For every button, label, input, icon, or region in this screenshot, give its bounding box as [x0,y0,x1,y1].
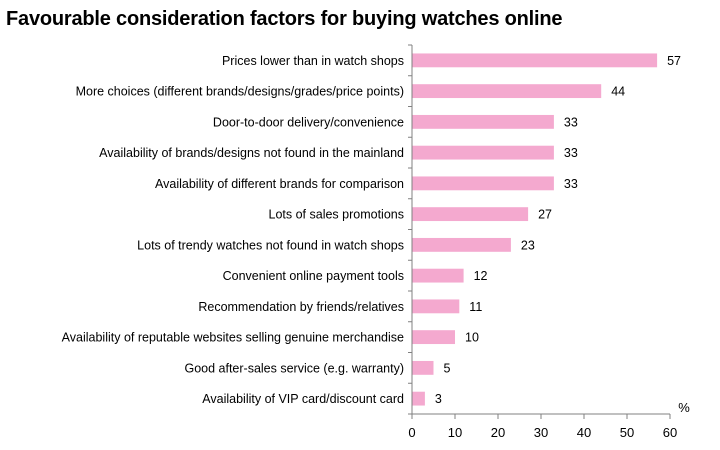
x-tick-label: 60 [663,425,677,440]
x-axis-unit-label: % [678,400,690,415]
x-tick-label: 0 [408,425,415,440]
category-label: Prices lower than in watch shops [222,54,404,68]
value-label: 10 [465,331,479,345]
value-label: 33 [564,177,578,191]
x-tick-label: 40 [577,425,591,440]
value-label: 44 [611,85,625,99]
bar [412,176,554,191]
x-tick-label: 10 [448,425,462,440]
value-label: 3 [435,392,442,406]
category-label: Convenient online payment tools [223,269,404,283]
bar [412,207,529,222]
bar [412,299,460,314]
x-tick-label: 20 [491,425,505,440]
x-tick-label: 30 [534,425,548,440]
bar [412,237,511,252]
category-label: Lots of sales promotions [269,208,405,222]
bar [412,114,554,129]
category-label: Availability of different brands for com… [155,177,404,191]
bar [412,330,455,345]
axes-group [408,44,671,419]
value-label: 23 [521,238,535,252]
bar [412,360,434,375]
chart-title: Favourable consideration factors for buy… [6,8,563,30]
value-label: 5 [444,361,451,375]
value-label: 57 [667,54,681,68]
value-label: 27 [538,208,552,222]
bar [412,391,425,406]
category-label: Door-to-door delivery/convenience [213,115,404,129]
category-label: Availability of VIP card/discount card [202,392,404,406]
category-label: Good after-sales service (e.g. warranty) [184,361,404,375]
category-label: Availability of reputable websites selli… [62,331,404,345]
category-label: Availability of brands/designs not found… [99,146,404,160]
value-label: 33 [564,146,578,160]
category-label: Recommendation by friends/relatives [198,300,404,314]
value-label: 33 [564,115,578,129]
bar [412,84,602,99]
x-tick-label: 50 [620,425,634,440]
bar [412,145,554,160]
value-label: 12 [474,269,488,283]
bar [412,53,658,68]
value-label: 11 [469,300,482,314]
category-label: Lots of trendy watches not found in watc… [137,238,404,252]
labels-group: Prices lower than in watch shops 57 More c… [62,54,691,440]
bar [412,268,464,283]
category-label: More choices (different brands/designs/g… [76,85,404,99]
bars-group [412,53,658,406]
